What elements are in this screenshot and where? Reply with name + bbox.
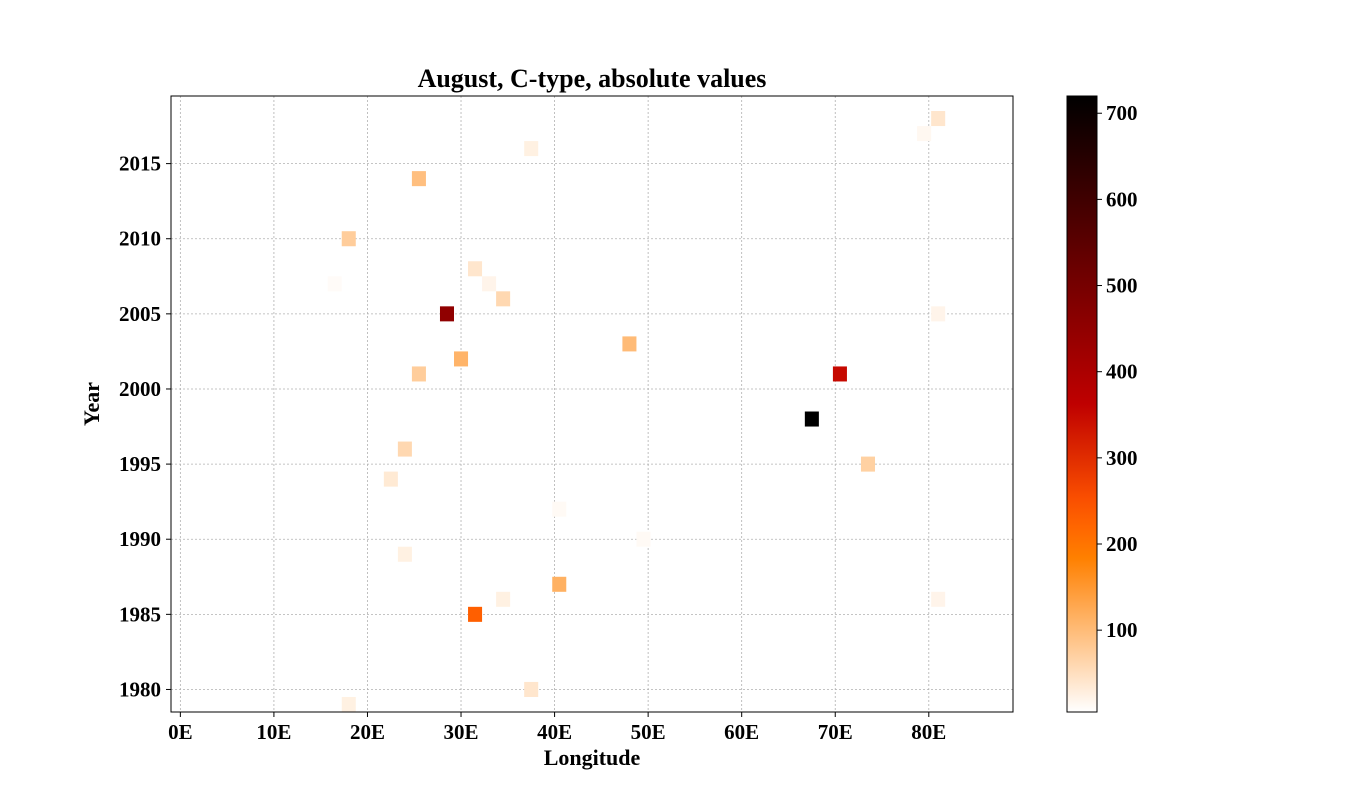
heatmap-cell <box>552 576 567 592</box>
heatmap-cell <box>931 591 946 607</box>
chart-title: August, C-type, absolute values <box>418 64 767 93</box>
heatmap-cell <box>496 291 511 307</box>
x-tick-label: 60E <box>724 720 759 744</box>
colorbar-ticks: 100 200 300 400 500 600 700 <box>1097 101 1138 642</box>
heatmap-cell <box>622 336 637 352</box>
y-tick-label: 1980 <box>119 677 161 701</box>
y-tick-label: 2000 <box>119 377 161 401</box>
heatmap-cell <box>552 501 567 517</box>
heatmap-cell <box>496 591 511 607</box>
heatmap-cell <box>341 696 356 712</box>
x-tick-label: 40E <box>537 720 572 744</box>
heatmap-cell <box>397 441 412 457</box>
heatmap-cell <box>411 171 426 187</box>
y-tick-label: 2010 <box>119 227 161 251</box>
heatmap-cell <box>383 471 398 487</box>
colorbar-tick-label: 300 <box>1106 446 1138 470</box>
heatmap-cells <box>327 111 946 712</box>
x-axis-label: Longitude <box>544 745 641 770</box>
x-tick-label: 20E <box>350 720 385 744</box>
heatmap-cell <box>524 681 539 697</box>
y-tick-label: 2005 <box>119 302 161 326</box>
x-tick-label: 70E <box>818 720 853 744</box>
heatmap-cell <box>917 126 932 142</box>
heatmap-cell <box>411 366 426 382</box>
heatmap-cell <box>482 276 497 292</box>
heatmap-cell <box>931 111 946 127</box>
x-tick-label: 10E <box>256 720 291 744</box>
x-axis-ticks: 0E 10E 20E 30E 40E 50E 60E 70E 80E <box>168 712 946 744</box>
heatmap-cell <box>832 366 847 382</box>
colorbar-tick-label: 400 <box>1106 360 1138 384</box>
heatmap-cell <box>860 456 876 472</box>
y-axis-label: Year <box>79 382 104 426</box>
heatmap-cell <box>804 411 819 427</box>
heatmap-cell <box>397 546 412 562</box>
y-tick-label: 2015 <box>119 152 161 176</box>
y-axis-ticks: 1980 1985 1990 1995 2000 2005 2010 2015 <box>119 152 171 701</box>
y-tick-label: 1995 <box>119 452 161 476</box>
x-tick-label: 80E <box>911 720 946 744</box>
x-tick-label: 0E <box>168 720 193 744</box>
heatmap-cell <box>468 606 483 622</box>
colorbar-tick-label: 500 <box>1106 274 1138 298</box>
heatmap-cell <box>341 231 356 247</box>
plot-frame <box>170 95 1014 713</box>
heatmap-cell <box>636 531 651 547</box>
heatmap-cell <box>439 306 455 322</box>
grid-lines <box>171 96 1013 712</box>
x-tick-label: 30E <box>444 720 479 744</box>
x-tick-label: 50E <box>631 720 666 744</box>
colorbar-tick-label: 600 <box>1106 187 1138 211</box>
heatmap-cell <box>931 306 946 322</box>
colorbar-tick-label: 200 <box>1106 532 1138 556</box>
colorbar-tick-label: 100 <box>1106 618 1138 642</box>
heatmap-cell <box>327 276 342 292</box>
colorbar-tick-label: 700 <box>1106 101 1138 125</box>
heatmap-cell <box>468 261 483 277</box>
heatmap-cell <box>454 351 469 367</box>
heatmap-cell <box>524 141 539 157</box>
colorbar <box>1067 96 1097 712</box>
y-tick-label: 1990 <box>119 527 161 551</box>
y-tick-label: 1985 <box>119 602 161 626</box>
colorbar-frame <box>1066 95 1098 713</box>
